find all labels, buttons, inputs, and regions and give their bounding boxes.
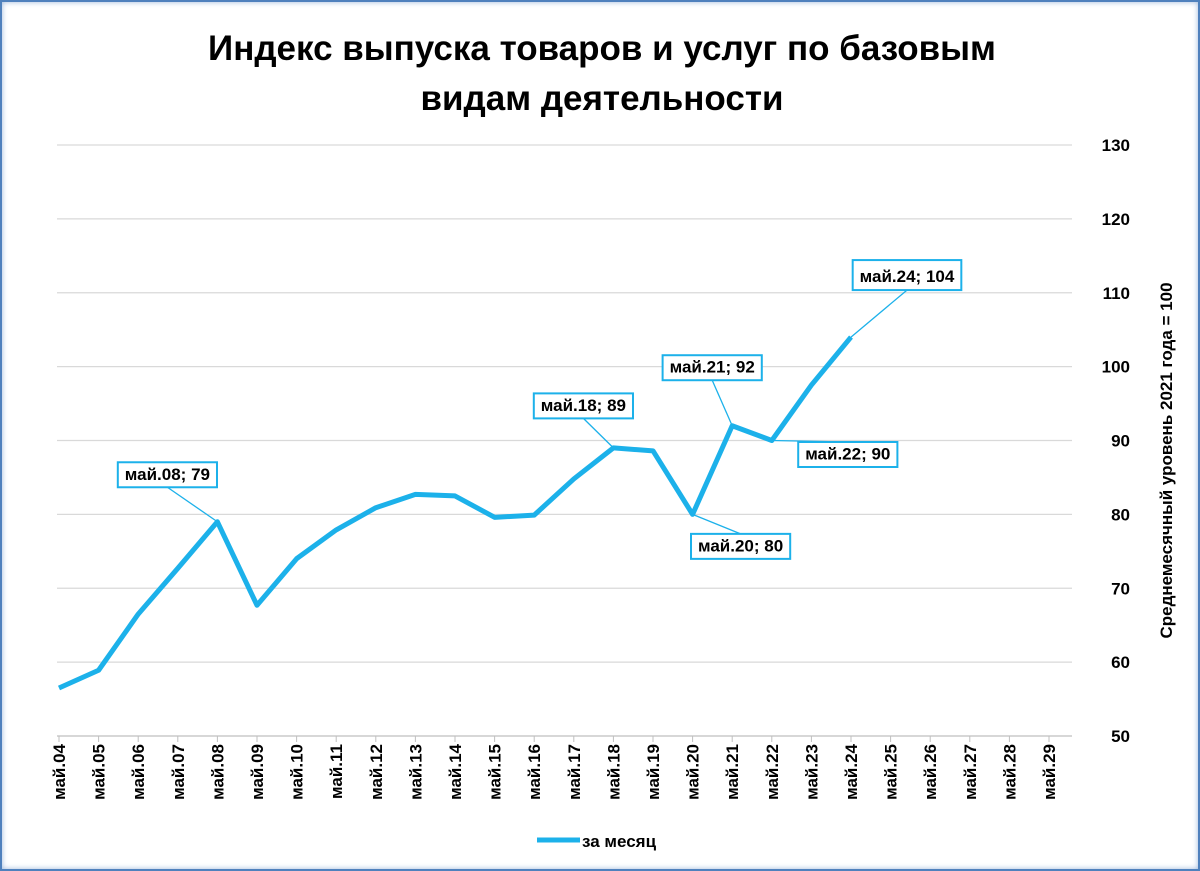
callout-pointer <box>850 289 908 338</box>
x-tick-label: май.28 <box>1000 744 1019 800</box>
y-tick-label: 120 <box>1102 210 1130 229</box>
callout-pointer <box>711 379 733 426</box>
data-label: май.20; 80 <box>698 536 783 555</box>
callout: май.21; 92 <box>661 354 763 426</box>
x-tick-label: май.20 <box>684 744 703 800</box>
chart-title: Индекс выпуска товаров и услуг по базовы… <box>208 29 996 118</box>
callout-pointer <box>582 417 614 449</box>
x-tick-label: май.11 <box>327 744 346 799</box>
callout-pointer <box>167 486 218 523</box>
x-tick-label: май.18 <box>604 744 623 800</box>
data-label: май.18; 89 <box>541 396 626 415</box>
x-tick-label: май.05 <box>90 744 109 800</box>
x-tick-label: май.26 <box>921 744 940 800</box>
callout: май.18; 89 <box>532 392 634 449</box>
y-tick-label: 100 <box>1102 358 1130 377</box>
callout-box <box>797 441 899 468</box>
x-tick-label: май.27 <box>961 744 980 800</box>
data-label: май.08; 79 <box>125 465 210 484</box>
callout: май.22; 90 <box>771 439 899 468</box>
y-tick-label: 70 <box>1111 579 1130 598</box>
x-tick-label: май.25 <box>882 744 901 800</box>
x-tick-label: май.07 <box>169 744 188 800</box>
x-tick-label: май.08 <box>208 744 227 800</box>
y-tick-label: 90 <box>1111 432 1130 451</box>
x-tick-label: май.23 <box>802 744 821 800</box>
x-tick-label: май.22 <box>763 744 782 800</box>
data-line <box>57 335 853 691</box>
x-tick-label: май.21 <box>723 744 742 800</box>
x-tick-label: май.24 <box>842 743 861 799</box>
y-tick-label: 80 <box>1111 505 1130 524</box>
data-label: май.24; 104 <box>860 267 955 286</box>
x-tick-label: май.15 <box>486 744 505 800</box>
callout: май.24; 104 <box>850 259 963 338</box>
data-label: май.22; 90 <box>805 445 890 464</box>
callout-box <box>532 392 634 420</box>
data-label: май.21; 92 <box>670 358 755 377</box>
callout-pointer <box>692 513 741 535</box>
callout-box <box>661 354 763 382</box>
x-tick-label: май.09 <box>248 744 267 800</box>
y-tick-label: 110 <box>1103 284 1130 303</box>
x-tick-label: май.10 <box>288 744 307 800</box>
callout: май.08; 79 <box>116 461 218 523</box>
callout: май.20; 80 <box>690 513 792 560</box>
x-tick-label: май.29 <box>1040 744 1059 800</box>
x-tick-label: май.16 <box>525 744 544 800</box>
y-axis-label: Среднемесячный уровень 2021 года = 100 <box>1157 282 1176 638</box>
x-tick-label: май.13 <box>406 744 425 800</box>
x-tick-label: май.12 <box>367 744 386 800</box>
x-tick-label: май.19 <box>644 744 663 800</box>
callout-box <box>851 259 963 292</box>
legend-label: за месяц <box>582 832 657 851</box>
callout-box <box>690 532 792 560</box>
x-tick-label: май.04 <box>50 743 69 799</box>
y-tick-label: 60 <box>1111 653 1130 672</box>
x-tick-label: май.14 <box>446 743 465 799</box>
y-tick-label: 50 <box>1111 727 1130 746</box>
y-tick-label: 130 <box>1102 136 1130 155</box>
x-tick-label: май.17 <box>565 744 584 800</box>
callout-box <box>116 461 218 489</box>
x-tick-label: май.06 <box>129 744 148 800</box>
